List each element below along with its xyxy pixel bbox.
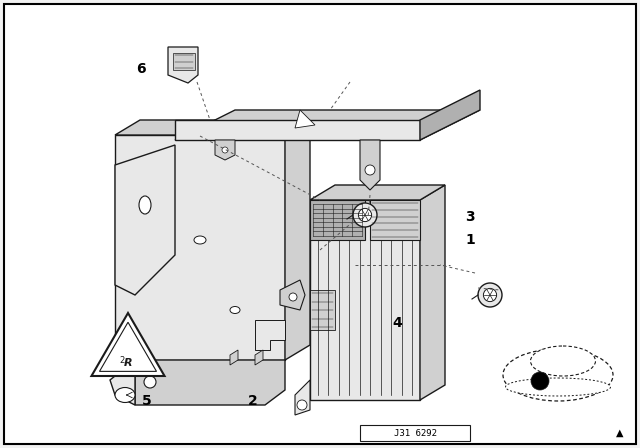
- Text: ▲: ▲: [616, 428, 624, 438]
- Polygon shape: [420, 90, 480, 140]
- Text: 2: 2: [248, 394, 258, 408]
- Polygon shape: [255, 320, 285, 350]
- Ellipse shape: [506, 378, 611, 396]
- Ellipse shape: [230, 306, 240, 314]
- Text: 2: 2: [120, 356, 125, 365]
- Polygon shape: [168, 47, 198, 83]
- Ellipse shape: [531, 346, 595, 376]
- Polygon shape: [285, 120, 310, 360]
- Polygon shape: [370, 200, 420, 240]
- Polygon shape: [175, 110, 480, 140]
- Polygon shape: [215, 140, 235, 160]
- Polygon shape: [310, 200, 420, 400]
- Circle shape: [353, 203, 377, 227]
- Circle shape: [289, 293, 297, 301]
- Polygon shape: [295, 110, 315, 128]
- Circle shape: [531, 372, 549, 390]
- Text: J31 6292: J31 6292: [394, 428, 436, 438]
- Circle shape: [483, 289, 497, 302]
- Ellipse shape: [194, 236, 206, 244]
- Text: 4: 4: [392, 315, 402, 330]
- Circle shape: [297, 400, 307, 410]
- Polygon shape: [175, 120, 420, 140]
- Ellipse shape: [503, 349, 613, 401]
- Polygon shape: [310, 200, 365, 240]
- Circle shape: [222, 147, 228, 153]
- Polygon shape: [92, 313, 164, 376]
- Polygon shape: [135, 360, 285, 405]
- Ellipse shape: [139, 196, 151, 214]
- Text: 3: 3: [465, 210, 476, 224]
- Polygon shape: [173, 53, 195, 70]
- Circle shape: [365, 165, 375, 175]
- Polygon shape: [115, 120, 310, 135]
- Text: 5: 5: [142, 394, 152, 408]
- Polygon shape: [115, 145, 175, 295]
- Circle shape: [478, 283, 502, 307]
- Text: 6: 6: [136, 62, 146, 77]
- Polygon shape: [99, 322, 157, 371]
- Polygon shape: [420, 185, 445, 400]
- Polygon shape: [310, 185, 445, 200]
- Polygon shape: [295, 380, 310, 415]
- Ellipse shape: [115, 388, 135, 402]
- Polygon shape: [110, 360, 135, 405]
- Text: R: R: [124, 358, 132, 368]
- Polygon shape: [280, 280, 305, 310]
- FancyBboxPatch shape: [360, 425, 470, 441]
- Polygon shape: [310, 290, 335, 330]
- Polygon shape: [230, 350, 238, 365]
- Circle shape: [358, 208, 372, 222]
- Polygon shape: [255, 350, 263, 365]
- Text: 1: 1: [465, 233, 476, 247]
- Polygon shape: [360, 140, 380, 190]
- Polygon shape: [115, 135, 285, 360]
- Circle shape: [144, 376, 156, 388]
